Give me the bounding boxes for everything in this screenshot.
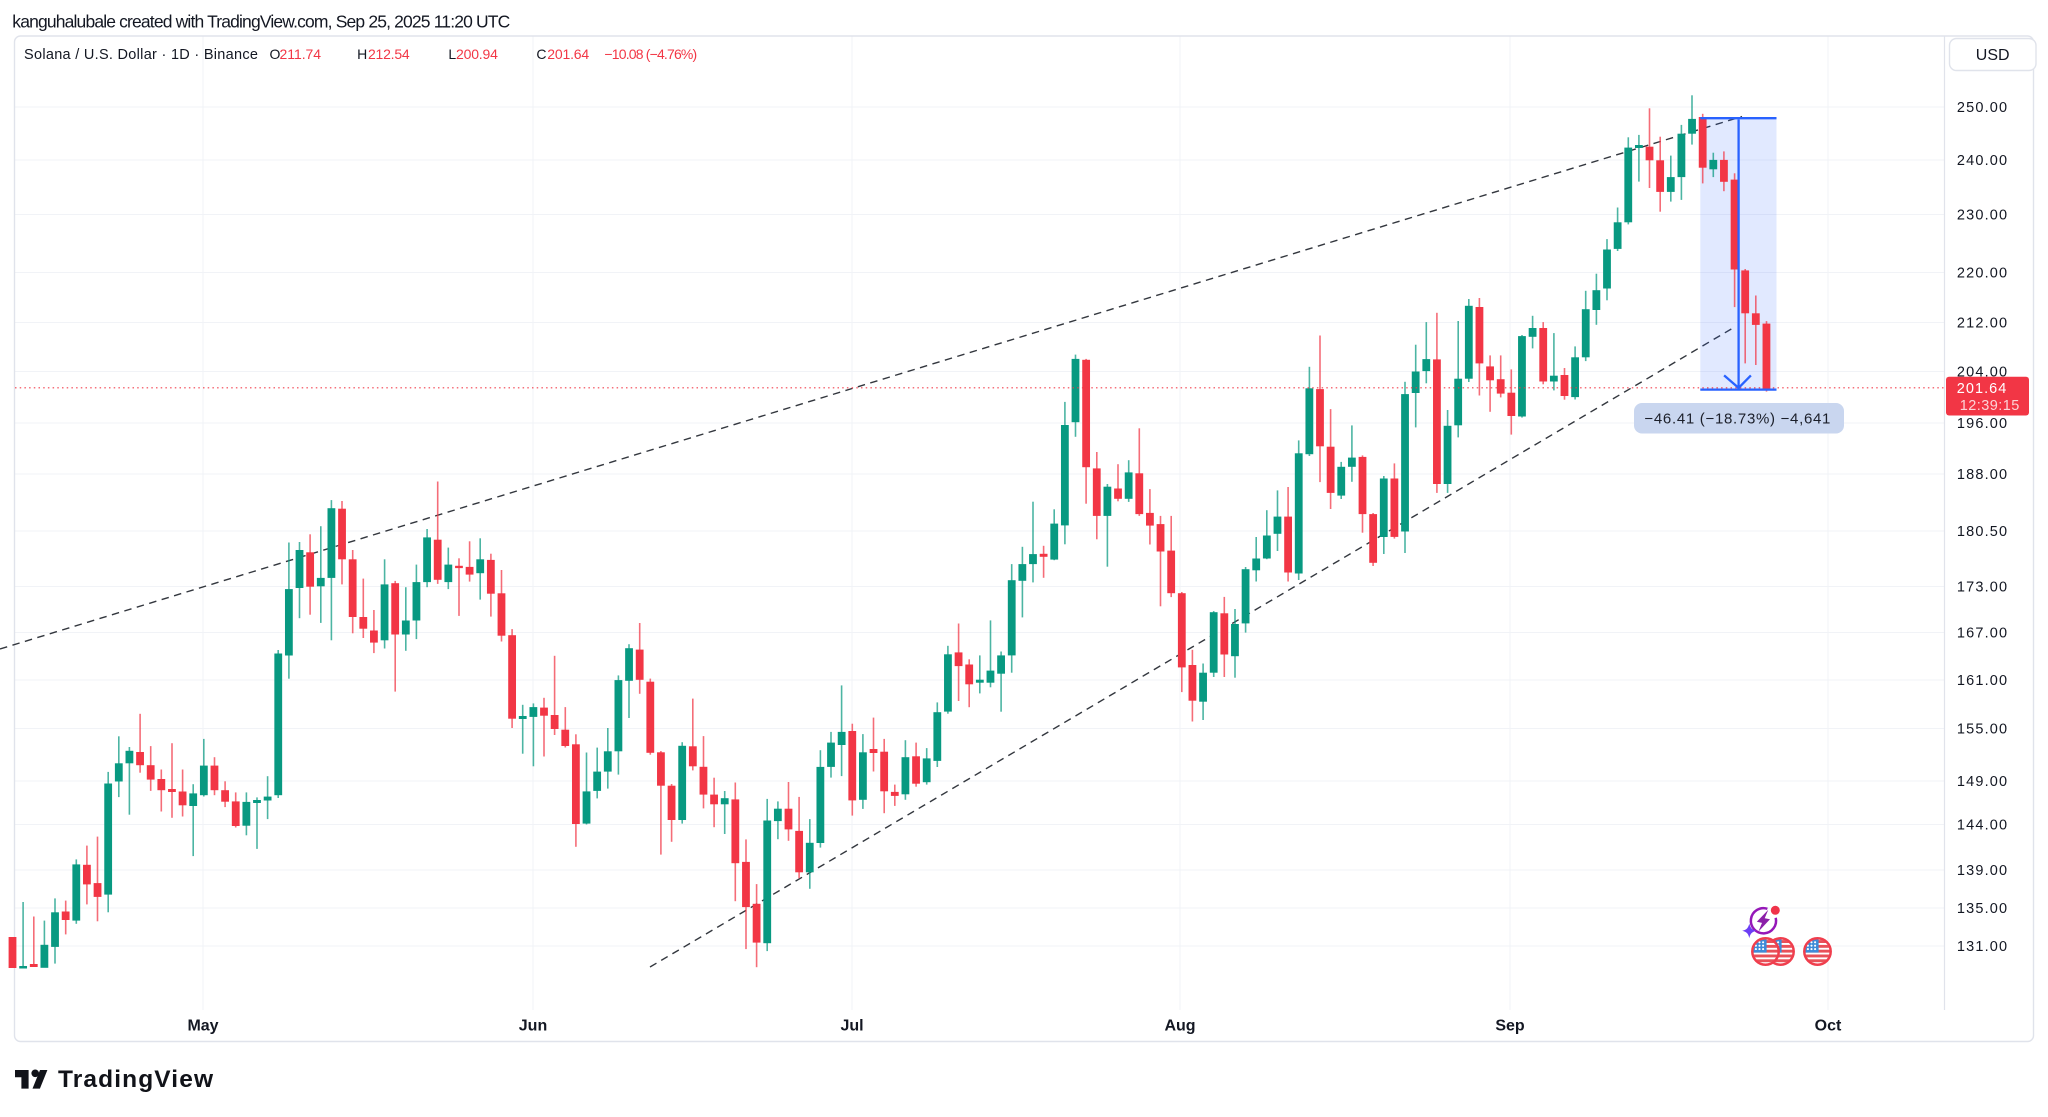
svg-text:201.64: 201.64: [1957, 381, 2007, 397]
svg-text:149.00: 149.00: [1957, 774, 2007, 790]
svg-text:H: H: [357, 46, 367, 62]
svg-text:Aug: Aug: [1164, 1018, 1195, 1035]
svg-text:L: L: [448, 46, 456, 62]
svg-text:144.00: 144.00: [1957, 818, 2007, 834]
svg-text:Sep: Sep: [1495, 1018, 1525, 1035]
svg-text:188.00: 188.00: [1957, 467, 2007, 483]
svg-text:Solana / U.S. Dollar · 1D · Bi: Solana / U.S. Dollar · 1D · Binance: [24, 47, 258, 63]
svg-text:196.00: 196.00: [1957, 416, 2007, 432]
svg-text:Jun: Jun: [519, 1018, 547, 1035]
svg-text:250.00: 250.00: [1957, 100, 2007, 116]
svg-text:212.00: 212.00: [1957, 316, 2007, 332]
svg-text:180.50: 180.50: [1957, 524, 2007, 540]
svg-text:131.00: 131.00: [1957, 939, 2007, 955]
svg-text:173.00: 173.00: [1957, 580, 2007, 596]
svg-text:204.00: 204.00: [1957, 365, 2007, 381]
svg-text:TradingView: TradingView: [58, 1066, 214, 1093]
svg-text:161.00: 161.00: [1957, 673, 2007, 689]
svg-text:139.00: 139.00: [1957, 863, 2007, 879]
svg-text:230.00: 230.00: [1957, 208, 2007, 224]
svg-text:201.64: 201.64: [547, 46, 589, 62]
svg-text:May: May: [187, 1018, 218, 1035]
svg-text:O: O: [270, 46, 281, 62]
svg-text:kanguhalubale created with Tra: kanguhalubale created with TradingView.c…: [12, 12, 510, 32]
svg-text:155.00: 155.00: [1957, 722, 2007, 738]
svg-text:Jul: Jul: [840, 1018, 863, 1035]
svg-text:220.00: 220.00: [1957, 266, 2007, 282]
svg-text:240.00: 240.00: [1957, 153, 2007, 169]
svg-text:135.00: 135.00: [1957, 901, 2007, 917]
svg-text:167.00: 167.00: [1957, 626, 2007, 642]
svg-text:−10.08 (−4.76%): −10.08 (−4.76%): [604, 46, 697, 62]
svg-text:−46.41 (−18.73%) −4,641: −46.41 (−18.73%) −4,641: [1644, 411, 1830, 428]
svg-text:212.54: 212.54: [368, 46, 410, 62]
svg-text:200.94: 200.94: [456, 46, 498, 62]
svg-text:Oct: Oct: [1815, 1018, 1842, 1035]
svg-text:211.74: 211.74: [280, 46, 322, 62]
svg-text:USD: USD: [1976, 47, 2010, 64]
svg-text:C: C: [536, 46, 546, 62]
svg-text:12:39:15: 12:39:15: [1960, 398, 2020, 414]
